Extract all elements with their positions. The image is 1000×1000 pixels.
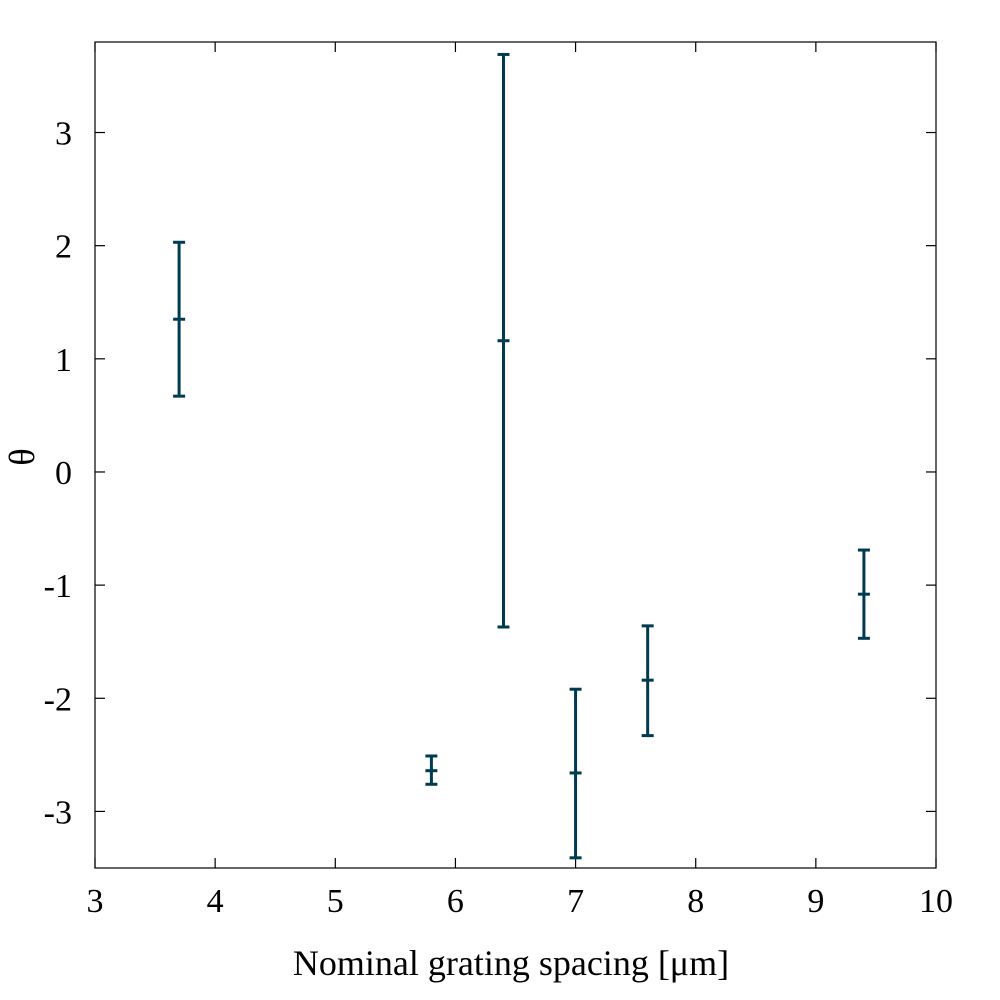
x-tick-labels: 3 4 5 6 7 8 9 10 bbox=[87, 883, 954, 920]
x-tick-label: 7 bbox=[567, 883, 584, 920]
x-tick-label: 5 bbox=[327, 883, 344, 920]
y-tick-label: 1 bbox=[55, 342, 72, 379]
x-tick-label: 3 bbox=[87, 883, 104, 920]
error-bar-point bbox=[497, 52, 510, 629]
axis-ticks bbox=[94, 42, 937, 868]
y-tick-label: 2 bbox=[55, 229, 72, 266]
error-bar-series bbox=[173, 52, 870, 860]
x-axis-title: Nominal grating spacing [μm] bbox=[293, 943, 729, 983]
y-tick-label: -2 bbox=[44, 681, 72, 718]
error-bar-point bbox=[173, 240, 186, 398]
y-tick-label: 0 bbox=[55, 455, 72, 492]
y-tick-label: 3 bbox=[55, 116, 72, 153]
plot-frame bbox=[94, 41, 937, 869]
y-tick-label: -3 bbox=[44, 794, 72, 831]
x-tick-label: 8 bbox=[687, 883, 704, 920]
x-tick-label: 6 bbox=[447, 883, 464, 920]
error-bar-point bbox=[425, 754, 438, 786]
y-tick-label: -1 bbox=[44, 568, 72, 605]
error-bar-point bbox=[569, 687, 582, 860]
x-tick-label: 9 bbox=[807, 883, 824, 920]
error-bar-point bbox=[641, 624, 654, 738]
x-tick-label: 4 bbox=[207, 883, 224, 920]
y-tick-labels: -3 -2 -1 0 1 2 3 bbox=[44, 116, 72, 832]
x-tick-label: 10 bbox=[919, 883, 953, 920]
y-axis-title: θ bbox=[2, 448, 42, 465]
error-bar-point bbox=[857, 548, 870, 640]
